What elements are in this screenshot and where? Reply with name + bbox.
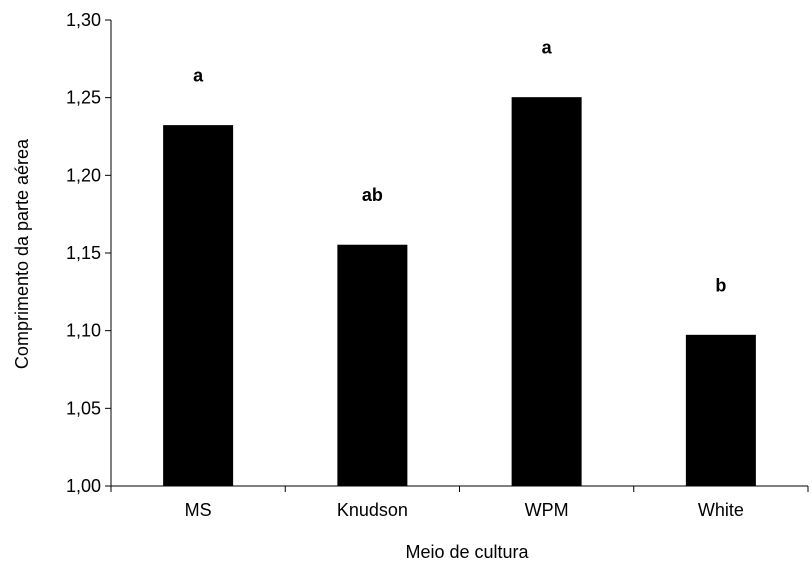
bar (337, 244, 408, 487)
bar (511, 97, 582, 487)
x-axis-title: Meio de cultura (405, 542, 529, 562)
y-tick-label: 1,25 (66, 88, 101, 108)
y-tick-label: 1,00 (66, 476, 101, 496)
data-label: ab (362, 185, 383, 205)
data-label: b (715, 275, 726, 295)
data-label: a (542, 38, 553, 58)
y-tick-label: 1,20 (66, 165, 101, 185)
y-tick-label: 1,30 (66, 10, 101, 30)
bar (163, 125, 234, 487)
plot-area: 1,001,051,101,151,201,251,30MSaKnudsonab… (66, 10, 809, 520)
x-tick-label: White (698, 500, 744, 520)
bar (685, 334, 756, 487)
x-tick-label: MS (185, 500, 212, 520)
x-tick-label: WPM (525, 500, 569, 520)
y-axis-title: Comprimento da parte aérea (12, 138, 32, 369)
x-tick-label: Knudson (337, 500, 408, 520)
data-label: a (193, 66, 204, 86)
y-tick-label: 1,15 (66, 243, 101, 263)
y-tick-label: 1,10 (66, 321, 101, 341)
y-tick-label: 1,05 (66, 398, 101, 418)
